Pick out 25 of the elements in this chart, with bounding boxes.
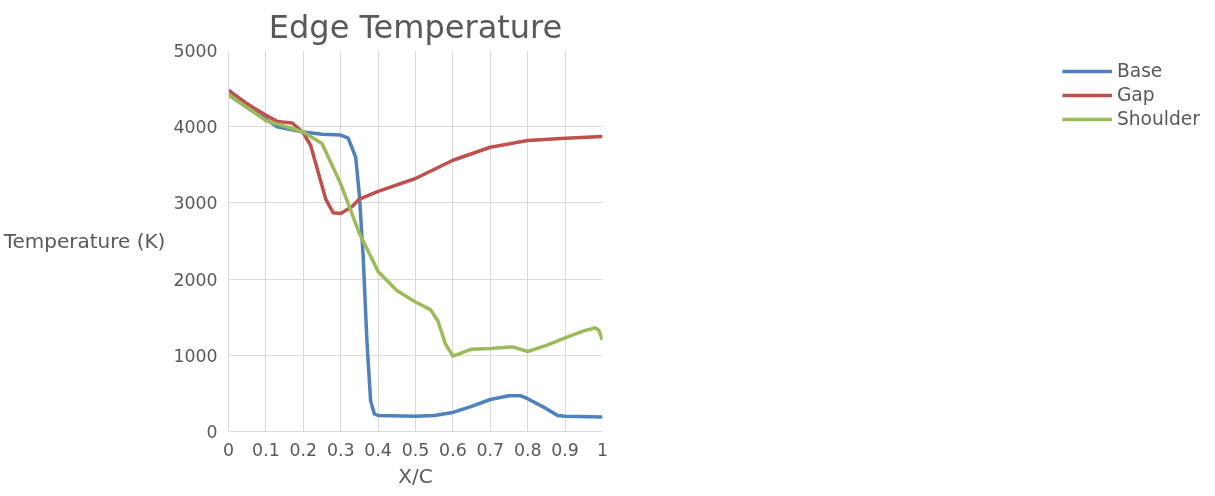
x-tick-label: 0.2 <box>289 439 318 460</box>
x-tick-label: 0.5 <box>401 439 430 460</box>
y-tick-label: 1000 <box>173 345 218 366</box>
x-tick-label: 0.6 <box>439 439 467 460</box>
x-tick-label: 0 <box>222 439 235 460</box>
y-tick-label: 0 <box>206 422 218 442</box>
line-series <box>228 92 603 358</box>
x-tick-label: 0.9 <box>551 439 579 460</box>
x-tick-label: 0.3 <box>326 439 355 460</box>
legend-label: Gap <box>1116 84 1155 105</box>
y-tick-label: 3000 <box>173 193 218 214</box>
chart-title: Edge Temperature <box>268 7 563 46</box>
y-axis-title: Temperature (K) <box>2 229 166 253</box>
x-tick-label: 0.8 <box>513 439 542 460</box>
x-tick-label: 0.7 <box>476 439 505 460</box>
y-tick-label: 5000 <box>173 41 218 61</box>
y-tick-label: 2000 <box>173 269 218 290</box>
x-tick-label: 0.1 <box>252 439 280 460</box>
legend-label: Shoulder <box>1116 108 1200 129</box>
x-tick-label: 1 <box>596 439 609 460</box>
y-tick-label: 4000 <box>173 117 218 138</box>
line-series <box>228 88 603 216</box>
x-tick-label: 0.4 <box>364 439 392 460</box>
x-axis-title: X/C <box>398 463 433 488</box>
legend-label: Base <box>1116 60 1163 81</box>
